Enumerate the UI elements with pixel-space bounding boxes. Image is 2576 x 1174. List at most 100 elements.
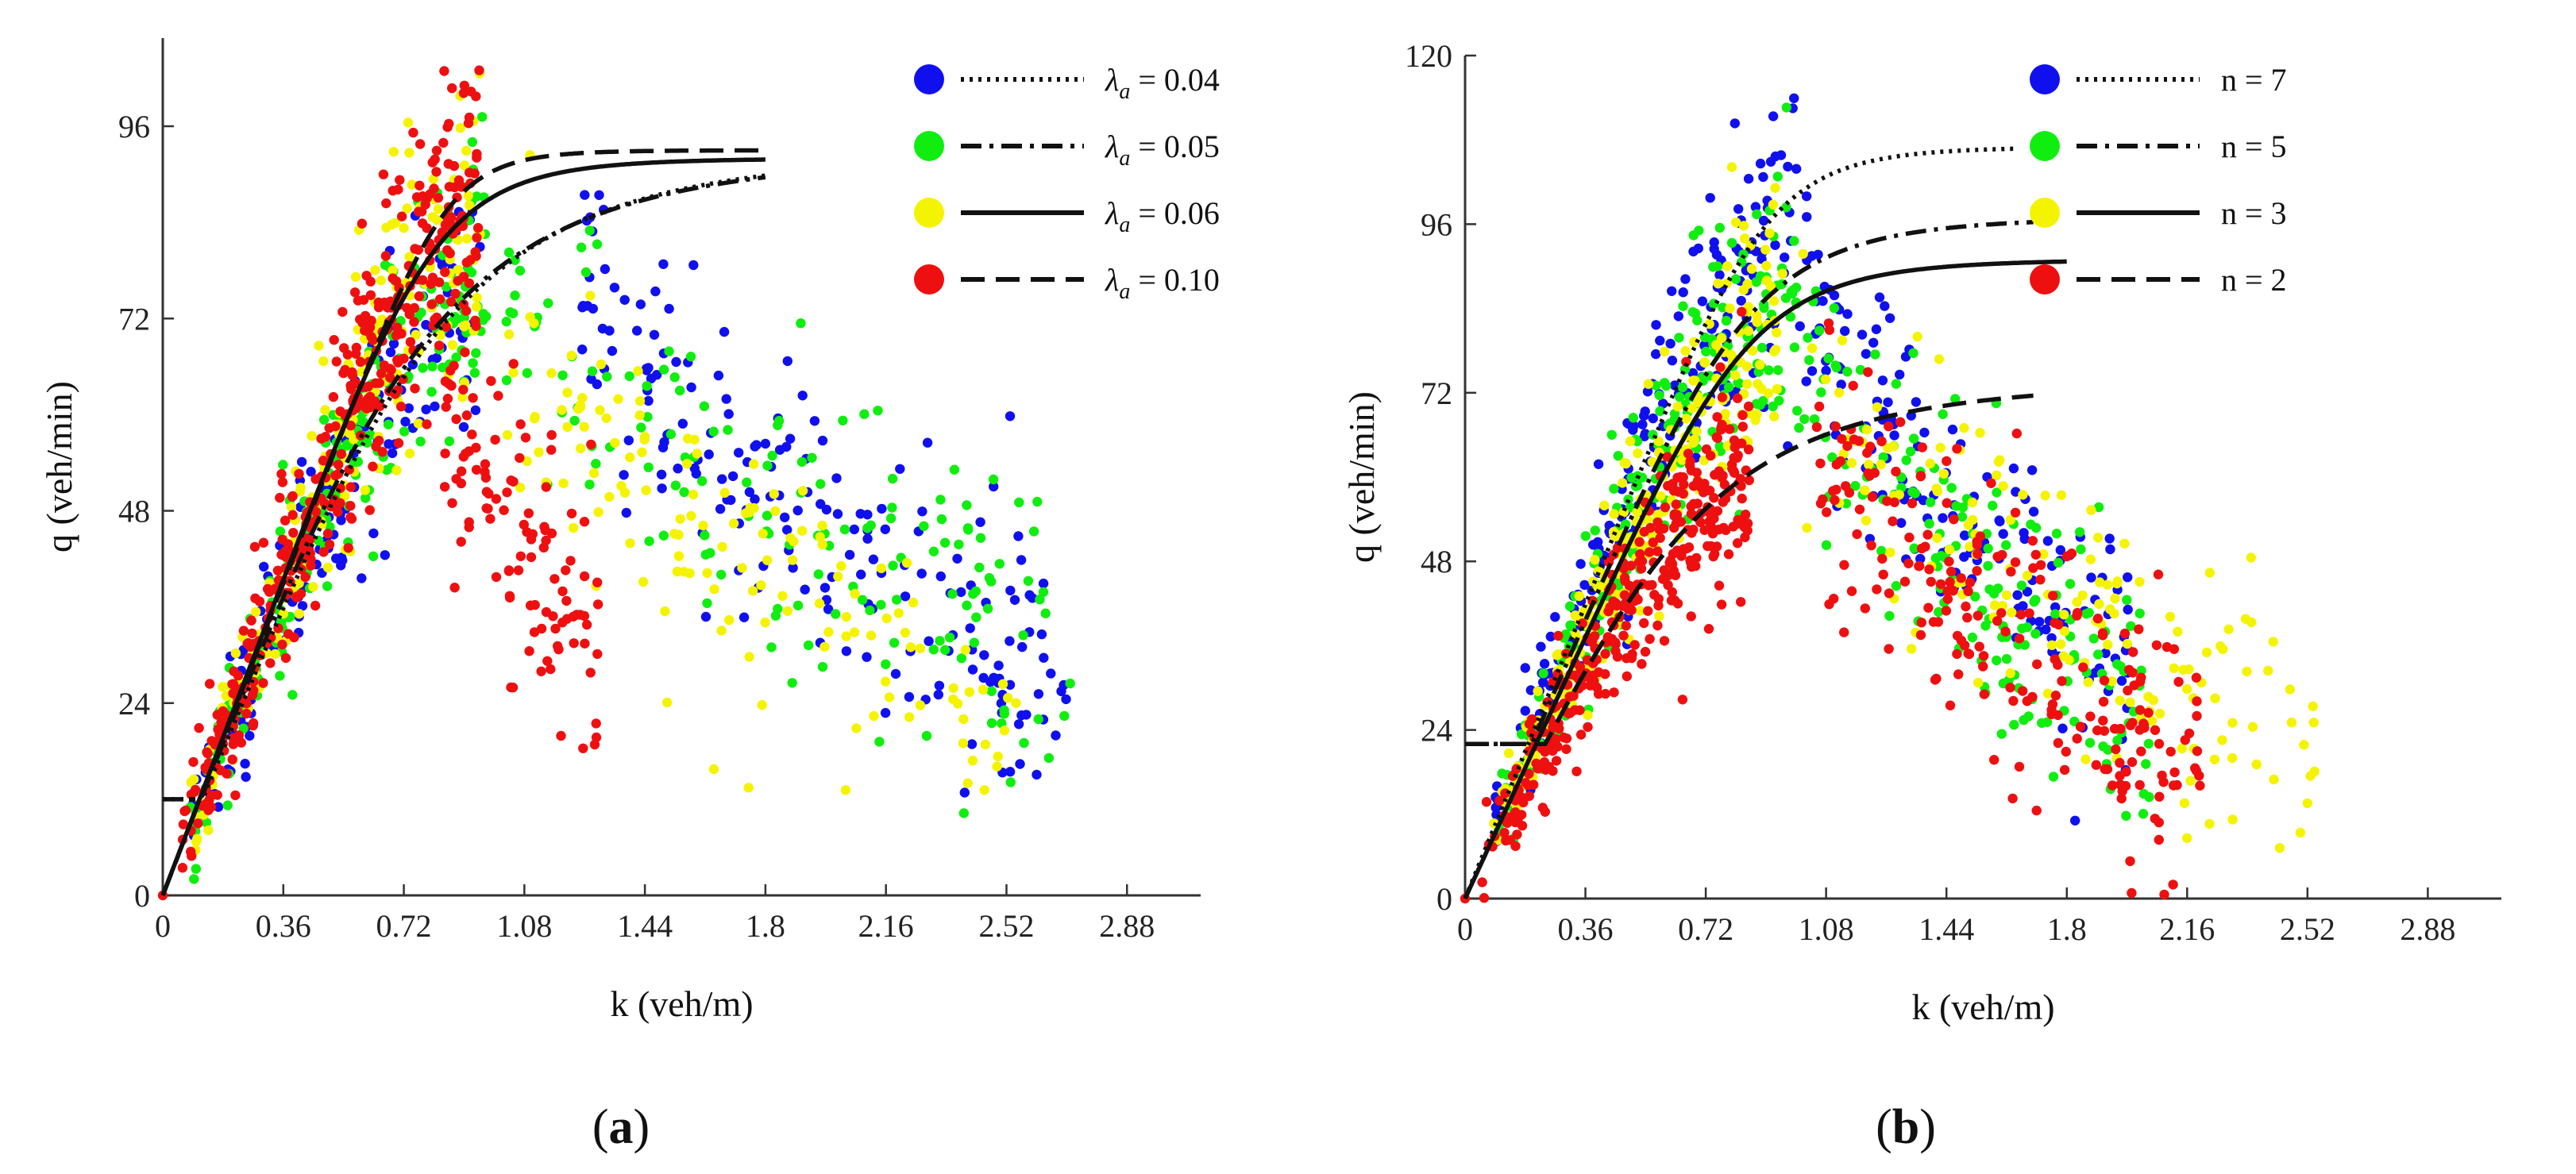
data-point: [203, 825, 214, 836]
data-point: [688, 260, 699, 271]
data-point: [491, 494, 502, 504]
data-point: [421, 404, 431, 414]
data-point: [270, 649, 280, 660]
data-point: [519, 519, 529, 530]
data-point: [857, 595, 868, 605]
data-point: [1005, 585, 1016, 596]
data-point: [577, 302, 588, 313]
data-point: [2135, 676, 2146, 687]
data-point: [349, 287, 361, 298]
data-point: [774, 445, 785, 455]
data-point: [550, 623, 561, 634]
data-point: [2123, 572, 2133, 583]
data-point: [1972, 610, 1983, 621]
data-point: [507, 308, 519, 318]
data-point: [413, 418, 424, 429]
data-point: [249, 685, 259, 695]
data-point: [637, 447, 647, 457]
data-point: [287, 690, 298, 700]
data-point: [916, 568, 927, 579]
data-point: [773, 415, 785, 426]
data-point: [2168, 780, 2179, 791]
data-point: [760, 617, 770, 628]
data-point: [2095, 577, 2105, 587]
data-point: [1863, 367, 1873, 377]
data-point: [880, 707, 891, 718]
data-point: [1719, 479, 1730, 490]
data-point: [609, 283, 620, 293]
data-point: [1830, 495, 1840, 506]
data-point: [1917, 442, 1927, 452]
data-point: [1953, 669, 1964, 679]
data-point: [388, 273, 398, 283]
data-point: [2104, 533, 2115, 544]
data-point: [540, 525, 550, 536]
data-point: [833, 572, 843, 582]
data-point: [604, 491, 615, 502]
data-point: [838, 415, 848, 425]
data-point: [642, 412, 653, 422]
data-point: [194, 722, 204, 733]
data-point: [1822, 507, 1832, 518]
data-point: [472, 152, 482, 163]
data-point: [1730, 118, 1740, 129]
data-point: [2105, 604, 2115, 614]
data-point: [1733, 204, 1744, 214]
data-point: [1983, 543, 1993, 554]
data-point: [464, 517, 474, 527]
data-point: [2005, 514, 2016, 525]
data-point: [258, 678, 268, 688]
data-point: [600, 264, 611, 275]
data-point: [2148, 695, 2158, 706]
data-point: [1967, 497, 1978, 508]
data-point: [1815, 458, 1826, 468]
data-point: [2192, 746, 2203, 756]
data-point: [1781, 102, 1791, 113]
data-point: [836, 560, 846, 572]
data-point: [865, 605, 875, 616]
data-point: [2150, 725, 2161, 735]
data-point: [888, 560, 898, 571]
data-point: [1561, 744, 1571, 754]
data-point: [1733, 518, 1744, 529]
data-point: [1642, 387, 1653, 397]
data-point: [619, 294, 630, 305]
data-point: [674, 385, 685, 396]
data-point: [2094, 599, 2104, 610]
data-point: [2184, 728, 2195, 739]
data-point: [1038, 578, 1049, 589]
y-tick-label: 96: [1421, 206, 1452, 242]
data-point: [1900, 352, 1911, 362]
data-point: [319, 498, 330, 509]
data-point: [1837, 335, 1848, 346]
panel-letter: b: [1892, 1100, 1919, 1154]
data-point: [1743, 325, 1753, 337]
data-point: [408, 127, 418, 138]
data-point: [1013, 531, 1024, 541]
data-point: [1945, 700, 1956, 710]
data-point: [395, 402, 407, 412]
data-point: [646, 373, 657, 384]
data-point: [2085, 711, 2096, 722]
data-point: [661, 697, 673, 708]
data-point: [2072, 597, 2082, 607]
data-point: [227, 754, 237, 764]
data-point: [515, 265, 526, 276]
data-point: [1703, 541, 1713, 552]
data-point: [1033, 689, 1044, 699]
data-point: [737, 563, 747, 573]
data-point: [999, 709, 1010, 719]
data-point: [2053, 557, 2064, 568]
data-point: [919, 521, 929, 531]
data-point: [1538, 668, 1548, 679]
data-point: [1553, 649, 1564, 660]
legend-marker: [2030, 64, 2060, 94]
data-point: [1038, 587, 1049, 598]
data-point: [1992, 655, 2002, 666]
data-point: [577, 345, 588, 355]
data-point: [1011, 698, 1021, 708]
data-point: [580, 267, 592, 278]
data-point: [1524, 768, 1534, 779]
data-point: [915, 643, 926, 654]
panel-label: (a): [592, 1100, 650, 1154]
